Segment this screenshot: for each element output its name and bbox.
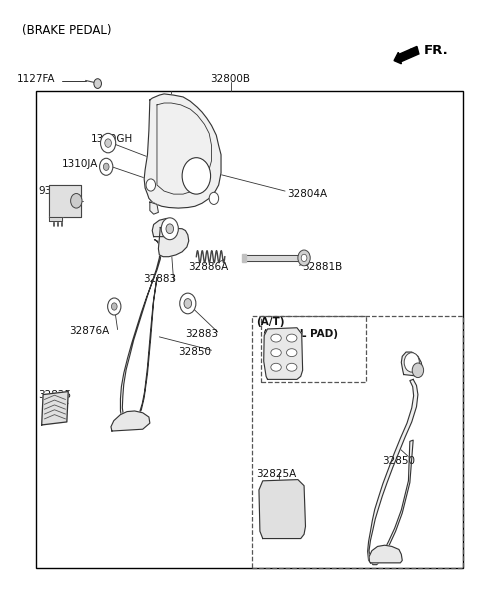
FancyArrow shape — [394, 47, 419, 64]
Text: 32825: 32825 — [38, 390, 72, 400]
Ellipse shape — [271, 349, 281, 357]
Polygon shape — [152, 218, 174, 237]
Text: (A/T): (A/T) — [257, 317, 285, 327]
Circle shape — [94, 78, 101, 88]
Text: 1310JA: 1310JA — [62, 159, 98, 169]
Polygon shape — [245, 255, 301, 261]
Polygon shape — [150, 202, 158, 214]
Circle shape — [298, 250, 310, 266]
Circle shape — [182, 158, 211, 194]
Circle shape — [99, 158, 113, 175]
Polygon shape — [264, 328, 302, 379]
Circle shape — [71, 194, 82, 208]
Ellipse shape — [287, 349, 297, 357]
Text: FR.: FR. — [424, 44, 449, 56]
Circle shape — [103, 163, 109, 170]
Circle shape — [100, 134, 116, 153]
Polygon shape — [49, 216, 62, 221]
Text: 32850: 32850 — [179, 347, 211, 357]
Circle shape — [161, 218, 179, 240]
Circle shape — [404, 352, 420, 372]
Text: 32825A: 32825A — [257, 468, 297, 479]
Circle shape — [209, 192, 219, 205]
Polygon shape — [49, 185, 81, 216]
Polygon shape — [259, 479, 305, 539]
Circle shape — [111, 303, 117, 310]
Circle shape — [301, 254, 307, 262]
Text: (METAL PAD): (METAL PAD) — [263, 329, 338, 339]
Polygon shape — [111, 411, 150, 431]
Circle shape — [146, 179, 156, 191]
Polygon shape — [401, 352, 423, 376]
Text: 1127FA: 1127FA — [16, 74, 55, 84]
Polygon shape — [120, 240, 162, 428]
Polygon shape — [242, 254, 246, 262]
Circle shape — [180, 293, 196, 314]
Text: 32883: 32883 — [185, 329, 218, 339]
Polygon shape — [158, 227, 189, 257]
Circle shape — [166, 224, 174, 234]
Polygon shape — [144, 94, 221, 208]
Text: (BRAKE PEDAL): (BRAKE PEDAL) — [22, 24, 111, 37]
Text: 1360GH: 1360GH — [91, 134, 133, 145]
Text: 32850: 32850 — [383, 457, 415, 466]
Circle shape — [105, 139, 111, 147]
Circle shape — [108, 298, 121, 315]
Polygon shape — [369, 545, 402, 563]
Ellipse shape — [287, 364, 297, 371]
Text: 32876A: 32876A — [69, 326, 109, 336]
Text: 32800B: 32800B — [211, 74, 251, 84]
Text: 32886A: 32886A — [188, 262, 228, 272]
Circle shape — [184, 299, 192, 308]
Text: 32881B: 32881B — [301, 262, 342, 272]
Text: 32825: 32825 — [268, 341, 301, 351]
Polygon shape — [42, 392, 68, 425]
Text: 93810A: 93810A — [38, 186, 79, 196]
Text: 32883: 32883 — [143, 274, 176, 284]
Ellipse shape — [271, 364, 281, 371]
Polygon shape — [368, 379, 418, 565]
Ellipse shape — [271, 334, 281, 342]
Ellipse shape — [287, 334, 297, 342]
Text: 32804A: 32804A — [288, 189, 327, 199]
Circle shape — [412, 363, 424, 378]
